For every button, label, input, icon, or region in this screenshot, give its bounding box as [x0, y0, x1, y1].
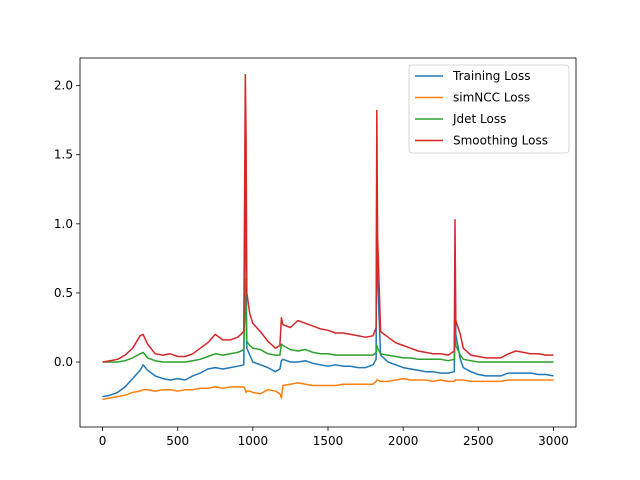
legend-box: [408, 64, 570, 154]
legend-label: Smoothing Loss: [453, 134, 548, 148]
y-tick-label: 1.5: [54, 148, 73, 162]
x-tick-label: 3000: [538, 434, 569, 448]
y-tick-label: 2.0: [54, 79, 73, 93]
series-line-smoothing-loss: [102, 73, 554, 363]
series-line-jdet-loss: [102, 278, 554, 363]
axes-layer: 0 500 1000 1500 2000 2500 3000 0.0 0.5 1.0 1.5 2.0: [54, 79, 569, 448]
x-tick-label: 2500: [463, 434, 494, 448]
series-layer: [102, 73, 554, 401]
x-tick-label: 1500: [313, 434, 344, 448]
x-tick-label: 1000: [238, 434, 269, 448]
x-tick-label: 500: [166, 434, 189, 448]
y-tick-label: 0.5: [54, 286, 73, 300]
legend-label: simNCC Loss: [453, 91, 530, 105]
legend-label: Jdet Loss: [452, 112, 506, 126]
series-line-simncc-loss: [102, 377, 554, 401]
y-tick-label: 1.0: [54, 217, 73, 231]
series-line-training-loss: [102, 160, 554, 398]
legend: Training Loss simNCC Loss Jdet Loss Smoothi…: [408, 64, 570, 154]
x-tick-label: 0: [99, 434, 107, 448]
y-tick-label: 0.0: [54, 355, 73, 369]
legend-label: Training Loss: [452, 69, 530, 83]
x-tick-label: 2000: [388, 434, 419, 448]
